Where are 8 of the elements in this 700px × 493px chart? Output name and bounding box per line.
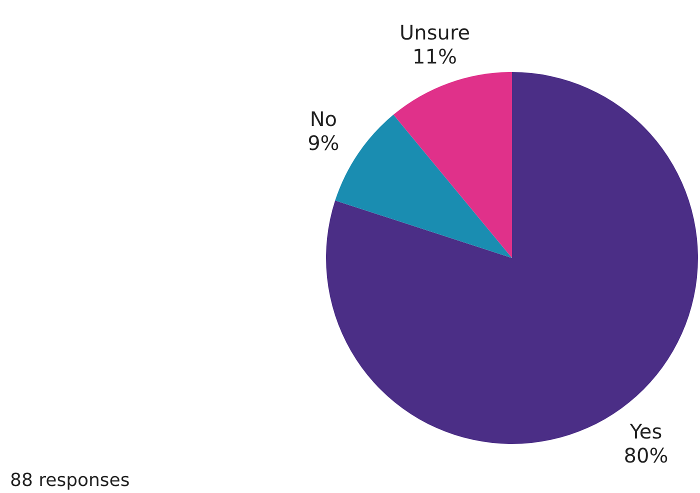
data-label: 80%: [624, 443, 668, 468]
slice-label: Yes: [628, 419, 662, 444]
text: 88 responses: [10, 470, 130, 491]
data-label: 9%: [308, 130, 340, 155]
slice-label: No: [310, 106, 338, 131]
data-label: 11%: [412, 44, 457, 68]
slice-label: Unsure: [400, 20, 470, 44]
pie-slice: [393, 72, 512, 258]
